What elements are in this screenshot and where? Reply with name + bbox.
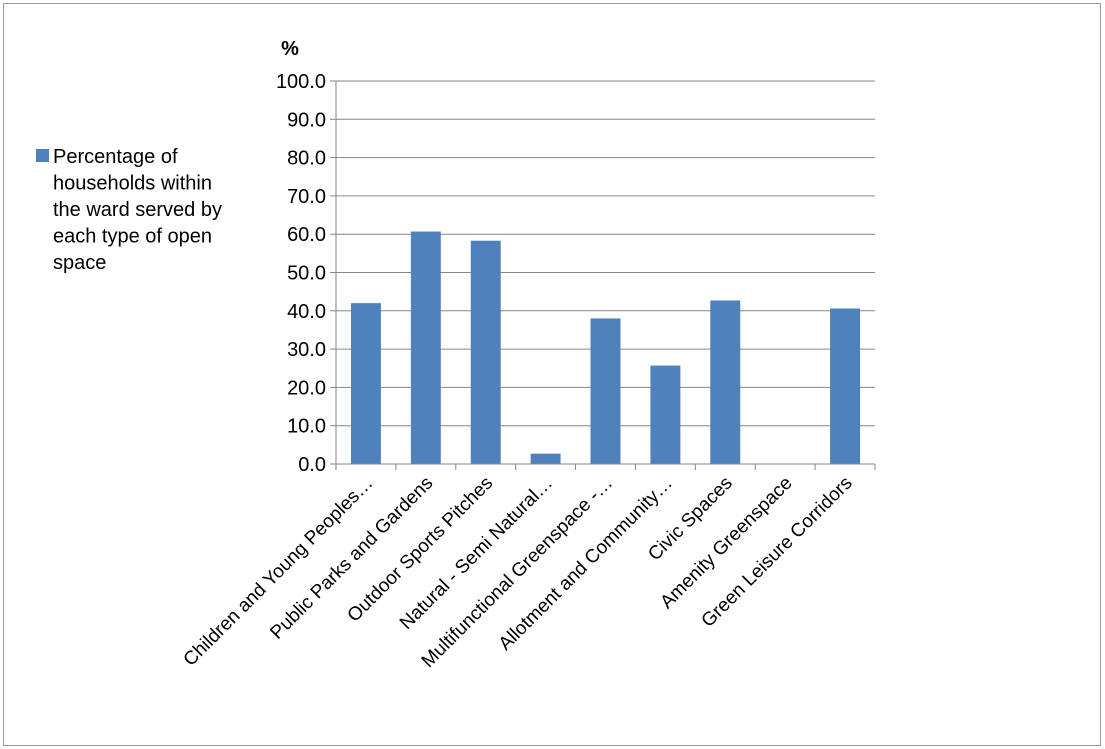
y-tick-label: 60.0 (287, 224, 326, 246)
bar (470, 240, 501, 464)
legend-swatch (36, 149, 49, 162)
legend-text-line: the ward served by (53, 199, 222, 221)
y-tick-label: 10.0 (287, 416, 326, 438)
y-tick-label: 30.0 (287, 339, 326, 361)
y-tick-label: 100.0 (276, 71, 326, 93)
legend: Percentage of households within the ward s… (36, 146, 222, 274)
y-tick-label: 80.0 (287, 148, 326, 170)
y-tick-label: 50.0 (287, 263, 326, 285)
legend-text-line: households within (53, 173, 212, 195)
bar (710, 300, 741, 464)
legend-text-line: Percentage of (53, 146, 178, 168)
bars (350, 231, 861, 464)
y-tick-label: 0.0 (298, 454, 326, 476)
y-tick-label: 40.0 (287, 301, 326, 323)
bar (350, 303, 381, 464)
chart-frame: 0.0 10.0 20.0 30.0 40.0 50.0 60.0 70.0 80.0 90.0 1… (3, 3, 1101, 746)
y-tick-labels: 0.0 10.0 20.0 30.0 40.0 50.0 60.0 70.0 80.0 90.0 1… (276, 71, 326, 476)
legend-text-line: each type of open (53, 226, 212, 248)
bar (650, 365, 681, 464)
bar (410, 231, 441, 464)
bar (830, 308, 861, 464)
bar (530, 453, 561, 464)
bar (590, 318, 621, 464)
y-tick-label: 70.0 (287, 186, 326, 208)
bar-chart: 0.0 10.0 20.0 30.0 40.0 50.0 60.0 70.0 80.0 90.0 1… (36, 38, 876, 672)
y-axis-unit-label: % (281, 38, 299, 60)
axes (330, 80, 876, 470)
y-tick-label: 90.0 (287, 109, 326, 131)
y-tick-label: 20.0 (287, 377, 326, 399)
x-tick-labels: Children and Young Peoples…Public Parks … (180, 473, 857, 672)
legend-text-line: space (53, 252, 106, 274)
